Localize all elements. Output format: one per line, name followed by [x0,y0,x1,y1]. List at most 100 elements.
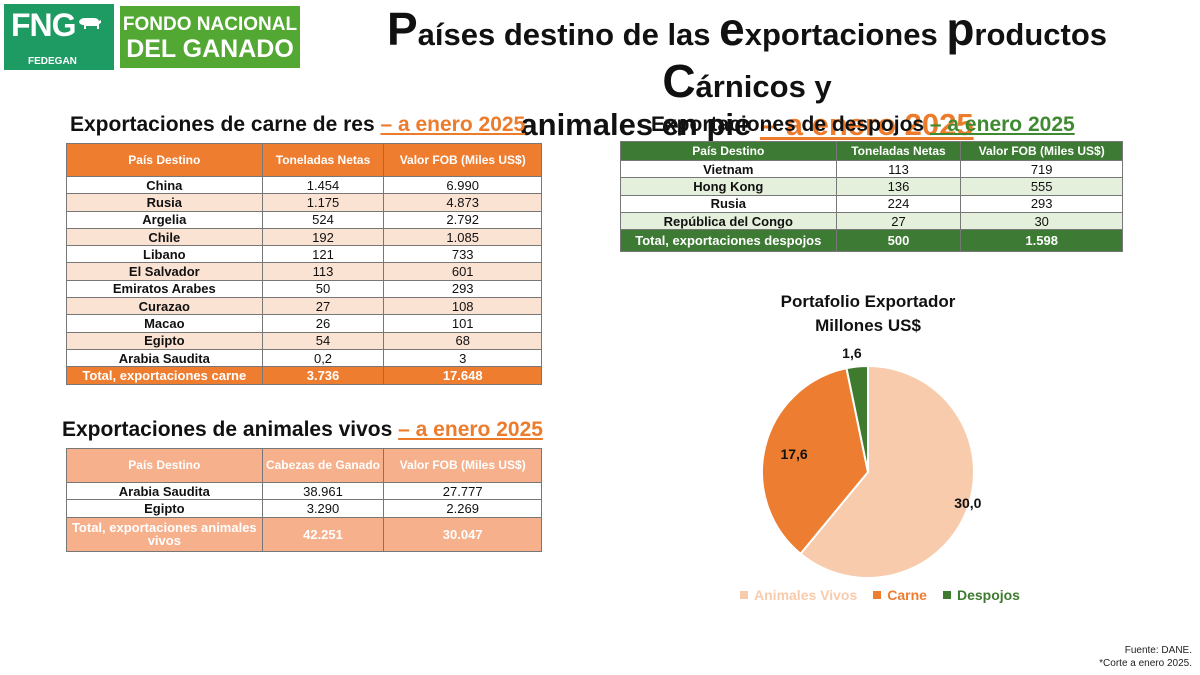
carne-table: País Destino Toneladas Netas Valor FOB (Mi… [66,143,542,385]
title-line2: animales en pie [520,107,760,142]
table-cell: 121 [261,245,385,264]
table-cell: 136 [835,177,962,196]
table-cell: 26 [261,314,385,333]
table-row: Chile 192 1.085 [66,227,542,247]
fng-logo-mark: FNG FEDEGAN [4,4,114,70]
vivos-table: País Destino Cabezas de Ganado Valor FOB (… [66,448,542,552]
table-cell: 108 [383,297,542,316]
legend-swatch [740,591,749,599]
table-cell: Arabia Saudita [66,348,263,368]
vivos-heading-text: Exportaciones de animales vivos [62,418,399,441]
total-cell: 500 [835,229,962,253]
vivos-heading-date: – a enero 2025 [398,418,543,441]
table-cell: 50 [261,279,385,299]
table-cell: Hong Kong [620,177,837,196]
vivos-header-1: Cabezas de Ganado [261,448,385,483]
table-cell: 1.085 [383,227,542,247]
legend-item: Carne [873,587,927,603]
table-row: China 1.454 6.990 [66,175,542,195]
table-cell: 2.269 [383,499,542,518]
table-cell: Macao [66,314,263,333]
table-cell: 601 [383,262,542,281]
total-cell: Total, exportaciones despojos [620,229,837,253]
chart-title-line1: Portafolio Exportador [780,292,956,311]
despojos-header-0: País Destino [620,141,837,161]
table-cell: 27.777 [383,481,542,501]
table-cell: 293 [383,279,542,299]
chart-subtitle: Millones US$ [815,316,921,335]
legend-label: Despojos [956,587,1020,603]
table-cell: Rusia [620,194,837,213]
title-part: aíses destino de las [417,17,720,52]
vivos-header-0: País Destino [66,448,263,483]
pie-data-label: 1,6 [842,345,862,361]
pie-slice-carne [761,367,870,556]
table-row: Libano 121 733 [66,245,542,264]
table-cell: 38.961 [261,481,385,501]
logo-line2: DEL GANADO [126,35,294,63]
table-cell: 293 [960,194,1123,213]
table-cell: El Salvador [66,262,263,281]
table-cell: 524 [261,210,385,229]
table-cell: 3.290 [261,499,385,518]
table-row: Arabia Saudita 0,2 3 [66,348,542,368]
total-row: Total, exportaciones animales vivos 42.25… [66,516,542,552]
pie-data-label: 30,0 [954,495,981,511]
despojos-heading-date: – a enero 2025 [929,113,1075,136]
table-cell: 1.175 [261,193,385,212]
table-cell: 27 [835,211,962,231]
table-cell: Arabia Saudita [66,481,263,501]
table-cell: 101 [383,314,542,333]
total-cell: Total, exportaciones carne [66,366,263,385]
title-cap-c: C [662,55,696,107]
table-cell: Rusia [66,193,263,212]
logo-sub: FEDEGAN [28,56,77,67]
table-row: El Salvador 113 601 [66,262,542,281]
legend-label: Carne [887,587,927,603]
carne-heading: Exportaciones de carne de res – a enero … [70,113,525,137]
table-cell: Argelia [66,210,263,229]
footer-source: Fuente: DANE. [1124,645,1192,656]
table-cell: 3 [383,348,542,368]
table-row: Arabia Saudita 38.961 27.777 [66,481,542,501]
cow-icon [79,18,101,29]
table-cell: 2.792 [383,210,542,229]
legend-item: Despojos [942,587,1020,603]
table-row: República del Congo 27 30 [620,211,1123,231]
table-row: Hong Kong 136 555 [620,177,1123,196]
legend-swatch [873,591,882,599]
total-cell: 17.648 [383,366,542,385]
table-row: Curazao 27 108 [66,297,542,316]
logo-abbr: FNG [11,7,77,43]
table-cell: Vietnam [620,159,837,179]
total-cell: 42.251 [261,516,385,552]
carne-header-2: Valor FOB (Miles US$) [383,143,542,177]
title-part: xportaciones [744,17,947,52]
table-cell: 113 [835,159,962,179]
table-cell: 113 [261,262,385,281]
total-row: Total, exportaciones despojos 500 1.598 [620,229,1123,253]
table-cell: Libano [66,245,263,264]
title-part: roductos [974,17,1108,52]
total-cell: Total, exportaciones animales vivos [66,516,263,552]
table-cell: Chile [66,227,263,247]
despojos-header-2: Valor FOB (Miles US$) [960,141,1123,161]
table-cell: 733 [383,245,542,264]
table-cell: 30 [960,211,1123,231]
title-date: – a enero 2025 [759,107,974,142]
pie-slice-despojos [845,364,869,473]
total-cell: 30.047 [383,516,542,552]
table-cell: 719 [960,159,1123,179]
total-row: Total, exportaciones carne 3.736 17.648 [66,366,542,385]
table-cell: 0,2 [261,348,385,368]
title-part: árnicos y [695,69,832,104]
table-cell: Egipto [66,331,263,350]
vivos-header-2: Valor FOB (Miles US$) [383,448,542,483]
table-row: Vietnam 113 719 [620,159,1123,179]
pie-chart: 30,0 17,6 1,6 [761,345,982,579]
carne-heading-text: Exportaciones de carne de res [70,113,381,136]
table-cell: 224 [835,194,962,213]
table-row: Rusia 1.175 4.873 [66,193,542,212]
despojos-table: País Destino Toneladas Netas Valor FOB (Mi… [620,141,1123,253]
table-cell: República del Congo [620,211,837,231]
